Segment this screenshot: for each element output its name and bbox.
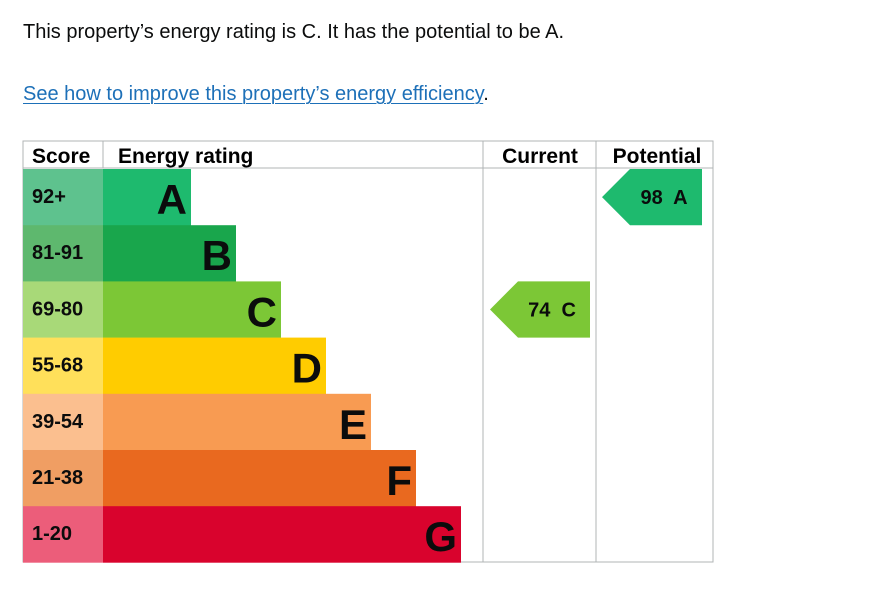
rating-pointers: 74 C 98 A bbox=[490, 169, 702, 338]
rating-letter-b: B bbox=[202, 232, 232, 279]
score-range-e: 39-54 bbox=[32, 411, 84, 433]
score-cell-e bbox=[23, 393, 103, 451]
score-cell-f bbox=[23, 450, 103, 507]
score-range-c: 69-80 bbox=[32, 298, 83, 320]
score-cell-g bbox=[23, 506, 103, 563]
link-suffix: . bbox=[483, 83, 489, 105]
rating-letter-e: E bbox=[339, 401, 367, 448]
header-potential: Potential bbox=[613, 145, 702, 168]
score-range-f: 21-38 bbox=[32, 467, 83, 489]
rating-bar-d bbox=[103, 337, 326, 395]
score-range-b: 81-91 bbox=[32, 242, 83, 264]
score-cell-b bbox=[23, 225, 103, 282]
rating-letter-d: D bbox=[292, 345, 322, 392]
rating-bar-e bbox=[103, 393, 371, 451]
rating-letter-a: A bbox=[157, 176, 187, 223]
score-range-g: 1-20 bbox=[32, 523, 72, 545]
score-range-a: 92+ bbox=[32, 186, 66, 208]
energy-rating-summary: This property’s energy rating is C. It h… bbox=[23, 21, 565, 43]
header-score: Score bbox=[32, 145, 90, 168]
score-cell-c bbox=[23, 281, 103, 338]
rating-letter-c: C bbox=[247, 288, 277, 335]
header-current: Current bbox=[502, 145, 578, 168]
current-rating-arrow bbox=[490, 281, 590, 338]
rating-bar-f bbox=[103, 450, 416, 507]
rating-bar-c bbox=[103, 281, 281, 338]
current-rating-label: 74 C bbox=[528, 299, 576, 321]
rating-bar-a bbox=[103, 169, 191, 226]
rating-letter-f: F bbox=[386, 457, 412, 504]
score-cell-d bbox=[23, 337, 103, 395]
rating-bar-b bbox=[103, 225, 236, 282]
rating-bands: 92+ A 81-91 B 69-80 C 55-68 D 39-54 E 21-38 F 1-20 G bbox=[23, 169, 461, 563]
potential-rating-label: 98 A bbox=[640, 187, 687, 209]
score-range-d: 55-68 bbox=[32, 355, 83, 377]
improve-efficiency-link[interactable]: See how to improve this property’s energ… bbox=[23, 83, 484, 105]
improve-link-line: See how to improve this property’s energ… bbox=[23, 80, 489, 108]
potential-rating-arrow bbox=[602, 169, 702, 226]
rating-bar-g bbox=[103, 506, 461, 563]
rating-letter-g: G bbox=[424, 513, 457, 560]
score-cell-a bbox=[23, 169, 103, 226]
header-energy-rating: Energy rating bbox=[118, 145, 253, 168]
